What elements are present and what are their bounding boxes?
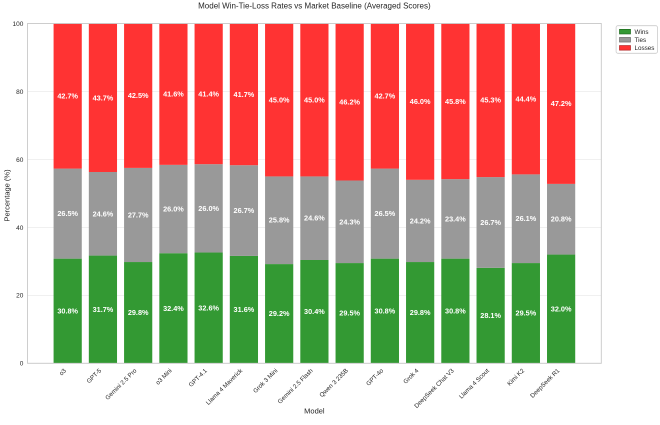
svg-text:24.6%: 24.6%	[304, 214, 325, 223]
svg-text:29.5%: 29.5%	[339, 309, 360, 318]
svg-text:46.0%: 46.0%	[410, 97, 431, 106]
svg-text:Model Win-Tie-Loss Rates vs Ma: Model Win-Tie-Loss Rates vs Market Basel…	[198, 2, 431, 11]
svg-text:20: 20	[16, 293, 24, 300]
svg-text:20.8%: 20.8%	[551, 215, 572, 224]
svg-text:41.7%: 41.7%	[234, 90, 255, 99]
svg-text:30.8%: 30.8%	[57, 306, 78, 315]
svg-text:23.4%: 23.4%	[445, 214, 466, 223]
svg-text:26.7%: 26.7%	[480, 218, 501, 227]
svg-text:100: 100	[13, 21, 24, 28]
svg-text:29.8%: 29.8%	[410, 308, 431, 317]
svg-text:28.1%: 28.1%	[480, 311, 501, 320]
svg-text:0: 0	[20, 361, 24, 368]
svg-text:29.5%: 29.5%	[516, 309, 537, 318]
svg-text:47.2%: 47.2%	[551, 99, 572, 108]
svg-text:24.3%: 24.3%	[339, 217, 360, 226]
svg-text:Wins: Wins	[635, 29, 649, 36]
svg-text:43.7%: 43.7%	[93, 93, 114, 102]
svg-text:44.4%: 44.4%	[516, 94, 537, 103]
svg-text:45.8%: 45.8%	[445, 97, 466, 106]
svg-text:31.7%: 31.7%	[93, 305, 114, 314]
svg-text:Losses: Losses	[635, 45, 655, 52]
svg-text:26.1%: 26.1%	[516, 214, 537, 223]
svg-text:26.0%: 26.0%	[198, 204, 219, 213]
svg-text:26.5%: 26.5%	[57, 209, 78, 218]
svg-text:45.0%: 45.0%	[304, 95, 325, 104]
svg-text:40: 40	[16, 225, 24, 232]
svg-text:29.2%: 29.2%	[269, 309, 290, 318]
svg-text:42.5%: 42.5%	[128, 91, 149, 100]
svg-text:41.4%: 41.4%	[198, 89, 219, 98]
svg-text:32.0%: 32.0%	[551, 304, 572, 313]
svg-text:45.0%: 45.0%	[269, 95, 290, 104]
svg-text:26.5%: 26.5%	[375, 209, 396, 218]
svg-text:32.4%: 32.4%	[163, 304, 184, 313]
svg-text:41.6%: 41.6%	[163, 90, 184, 99]
svg-text:30.4%: 30.4%	[304, 307, 325, 316]
svg-text:Percentage (%): Percentage (%)	[2, 169, 11, 222]
svg-text:80: 80	[16, 89, 24, 96]
svg-text:45.3%: 45.3%	[480, 96, 501, 105]
svg-text:42.7%: 42.7%	[375, 92, 396, 101]
svg-text:26.7%: 26.7%	[234, 206, 255, 215]
svg-text:27.7%: 27.7%	[128, 210, 149, 219]
svg-text:60: 60	[16, 157, 24, 164]
svg-text:24.2%: 24.2%	[410, 216, 431, 225]
svg-text:o3: o3	[58, 367, 68, 377]
svg-text:29.8%: 29.8%	[128, 308, 149, 317]
svg-text:30.8%: 30.8%	[445, 306, 466, 315]
svg-text:25.8%: 25.8%	[269, 216, 290, 225]
svg-text:24.6%: 24.6%	[93, 209, 114, 218]
svg-text:31.6%: 31.6%	[234, 305, 255, 314]
svg-text:Model: Model	[304, 407, 325, 416]
svg-text:42.7%: 42.7%	[57, 92, 78, 101]
svg-text:46.2%: 46.2%	[339, 97, 360, 106]
svg-text:26.0%: 26.0%	[163, 205, 184, 214]
svg-text:32.6%: 32.6%	[198, 303, 219, 312]
svg-text:Ties: Ties	[635, 37, 647, 44]
svg-text:30.8%: 30.8%	[375, 306, 396, 315]
